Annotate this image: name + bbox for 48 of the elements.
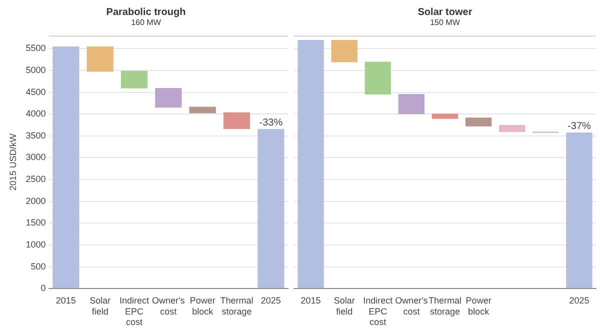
bar: [432, 114, 458, 119]
x-tick-label: 2025: [569, 295, 590, 306]
y-tick-label: 3000: [26, 152, 46, 162]
y-tick-label: 3500: [26, 130, 46, 140]
y-tick-label: 500: [30, 261, 46, 272]
x-tick-label: Solar field: [334, 295, 355, 316]
bar: [52, 46, 80, 288]
bar: [258, 128, 284, 288]
y-tick-label: 1500: [26, 218, 46, 228]
y-tick-label: 4000: [26, 108, 46, 119]
bar: [364, 62, 391, 94]
y-tick-label: 5500: [26, 43, 46, 54]
x-tick-label: Thermal storage: [220, 295, 254, 316]
y-tick-label: 2000: [26, 196, 46, 206]
y-axis-title: 2015 USD/kW: [8, 133, 18, 191]
x-tick-label: Owner's cost: [152, 295, 186, 316]
x-tick-label: Solar field: [90, 295, 111, 316]
chart-subtitle: 150 MW: [430, 18, 460, 28]
bar: [298, 40, 324, 288]
y-tick-label: 4500: [26, 86, 46, 97]
x-tick-label: 2025: [260, 295, 281, 306]
bar: [189, 106, 216, 114]
bar: [465, 118, 492, 126]
bar: [566, 132, 592, 288]
x-tick-label: 2015: [300, 295, 321, 306]
chart-subtitle: 160 MW: [131, 18, 162, 28]
annotation: -33%: [259, 118, 283, 129]
bar: [331, 40, 358, 62]
chart-title: Solar tower: [418, 6, 472, 18]
x-tick-label: Indirect EPC cost: [363, 295, 394, 328]
bar: [398, 94, 425, 114]
y-tick-label: 5000: [26, 64, 46, 75]
bar: [120, 70, 148, 88]
x-tick-label: Power block: [190, 295, 216, 316]
x-tick-label: Thermal storage: [428, 295, 462, 316]
x-tick-label: 2015: [56, 295, 76, 306]
chart-title: Parabolic trough: [106, 6, 186, 18]
y-tick-label: 2500: [26, 174, 46, 184]
annotation: -37%: [568, 121, 591, 132]
bar: [499, 125, 526, 132]
bar: [86, 46, 114, 72]
y-tick-label: 1000: [26, 239, 46, 250]
y-tick-label: 0: [40, 283, 46, 294]
bar: [155, 88, 182, 108]
x-tick-label: Owner's cost: [395, 295, 428, 316]
x-tick-label: Power block: [466, 295, 492, 316]
x-tick-label: Indirect EPC cost: [119, 295, 150, 328]
bar: [223, 112, 250, 129]
